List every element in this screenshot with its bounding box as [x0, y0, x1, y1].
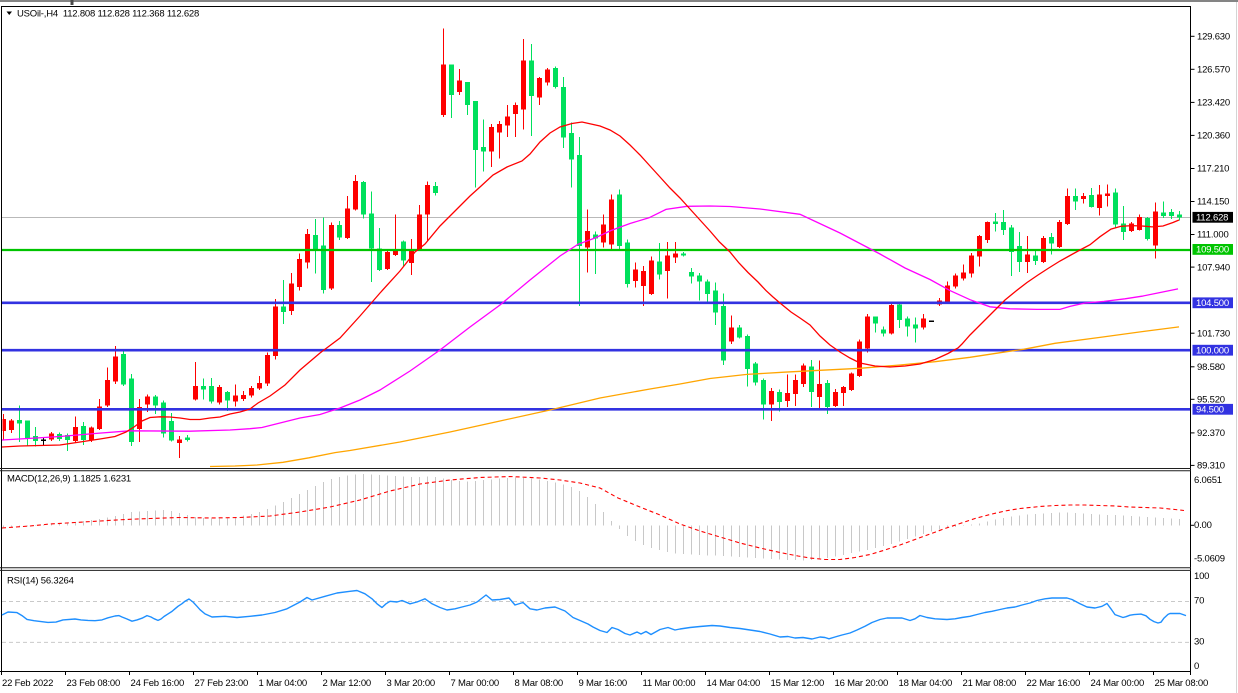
svg-text:95.520: 95.520 — [1197, 395, 1225, 406]
svg-text:2 Mar 12:00: 2 Mar 12:00 — [323, 678, 372, 689]
svg-text:8 Mar 08:00: 8 Mar 08:00 — [515, 678, 564, 689]
svg-text:92.370: 92.370 — [1197, 428, 1225, 439]
svg-text:104.500: 104.500 — [1196, 298, 1229, 309]
svg-text:24 Mar 00:00: 24 Mar 00:00 — [1091, 678, 1145, 689]
svg-text:15 Mar 12:00: 15 Mar 12:00 — [771, 678, 825, 689]
svg-text:111.000: 111.000 — [1197, 230, 1229, 241]
svg-text:-5.0609: -5.0609 — [1194, 553, 1225, 564]
svg-text:0: 0 — [1194, 661, 1199, 672]
svg-text:107.940: 107.940 — [1197, 262, 1230, 273]
svg-text:27 Feb 23:00: 27 Feb 23:00 — [195, 678, 249, 689]
svg-text:100: 100 — [1194, 571, 1209, 582]
svg-text:RSI(14) 56.3264: RSI(14) 56.3264 — [7, 576, 74, 587]
svg-text:6.0651: 6.0651 — [1194, 475, 1222, 486]
svg-text:112.628: 112.628 — [1196, 213, 1228, 224]
svg-text:22 Feb 2022: 22 Feb 2022 — [2, 678, 53, 689]
svg-text:126.570: 126.570 — [1197, 65, 1230, 76]
svg-text:123.420: 123.420 — [1197, 98, 1230, 109]
svg-text:11 Mar 00:00: 11 Mar 00:00 — [643, 678, 696, 689]
svg-text:USOil-,H4 112.808 112.828 112: USOil-,H4 112.808 112.828 112.368 112.62… — [17, 9, 199, 20]
svg-text:21 Mar 08:00: 21 Mar 08:00 — [963, 678, 1017, 689]
svg-text:117.210: 117.210 — [1197, 164, 1229, 175]
svg-text:25 Mar 08:00: 25 Mar 08:00 — [1155, 678, 1209, 689]
svg-text:101.730: 101.730 — [1197, 328, 1230, 339]
svg-text:23 Feb 08:00: 23 Feb 08:00 — [67, 678, 121, 689]
svg-text:114.150: 114.150 — [1197, 197, 1229, 208]
svg-text:94.500: 94.500 — [1196, 405, 1224, 416]
svg-text:18 Mar 04:00: 18 Mar 04:00 — [899, 678, 953, 689]
svg-text:9 Mar 16:00: 9 Mar 16:00 — [579, 678, 628, 689]
svg-text:1 Mar 04:00: 1 Mar 04:00 — [259, 678, 308, 689]
svg-text:129.630: 129.630 — [1197, 32, 1230, 43]
svg-text:14 Mar 04:00: 14 Mar 04:00 — [707, 678, 761, 689]
svg-text:109.500: 109.500 — [1196, 245, 1229, 256]
svg-text:22 Mar 16:00: 22 Mar 16:00 — [1027, 678, 1081, 689]
svg-text:0.00: 0.00 — [1194, 520, 1212, 531]
svg-text:89.310: 89.310 — [1197, 461, 1225, 472]
svg-text:3 Mar 20:00: 3 Mar 20:00 — [387, 678, 436, 689]
svg-text:16 Mar 20:00: 16 Mar 20:00 — [835, 678, 889, 689]
svg-text:98.580: 98.580 — [1197, 362, 1225, 373]
svg-text:70: 70 — [1194, 596, 1204, 607]
svg-text:120.360: 120.360 — [1197, 131, 1230, 142]
svg-text:30: 30 — [1194, 637, 1204, 648]
svg-text:MACD(12,26,9) 1.1825 1.6231: MACD(12,26,9) 1.1825 1.6231 — [7, 474, 131, 485]
svg-text:7 Mar 00:00: 7 Mar 00:00 — [451, 678, 500, 689]
svg-text:100.000: 100.000 — [1196, 346, 1229, 357]
svg-text:24 Feb 16:00: 24 Feb 16:00 — [131, 678, 185, 689]
